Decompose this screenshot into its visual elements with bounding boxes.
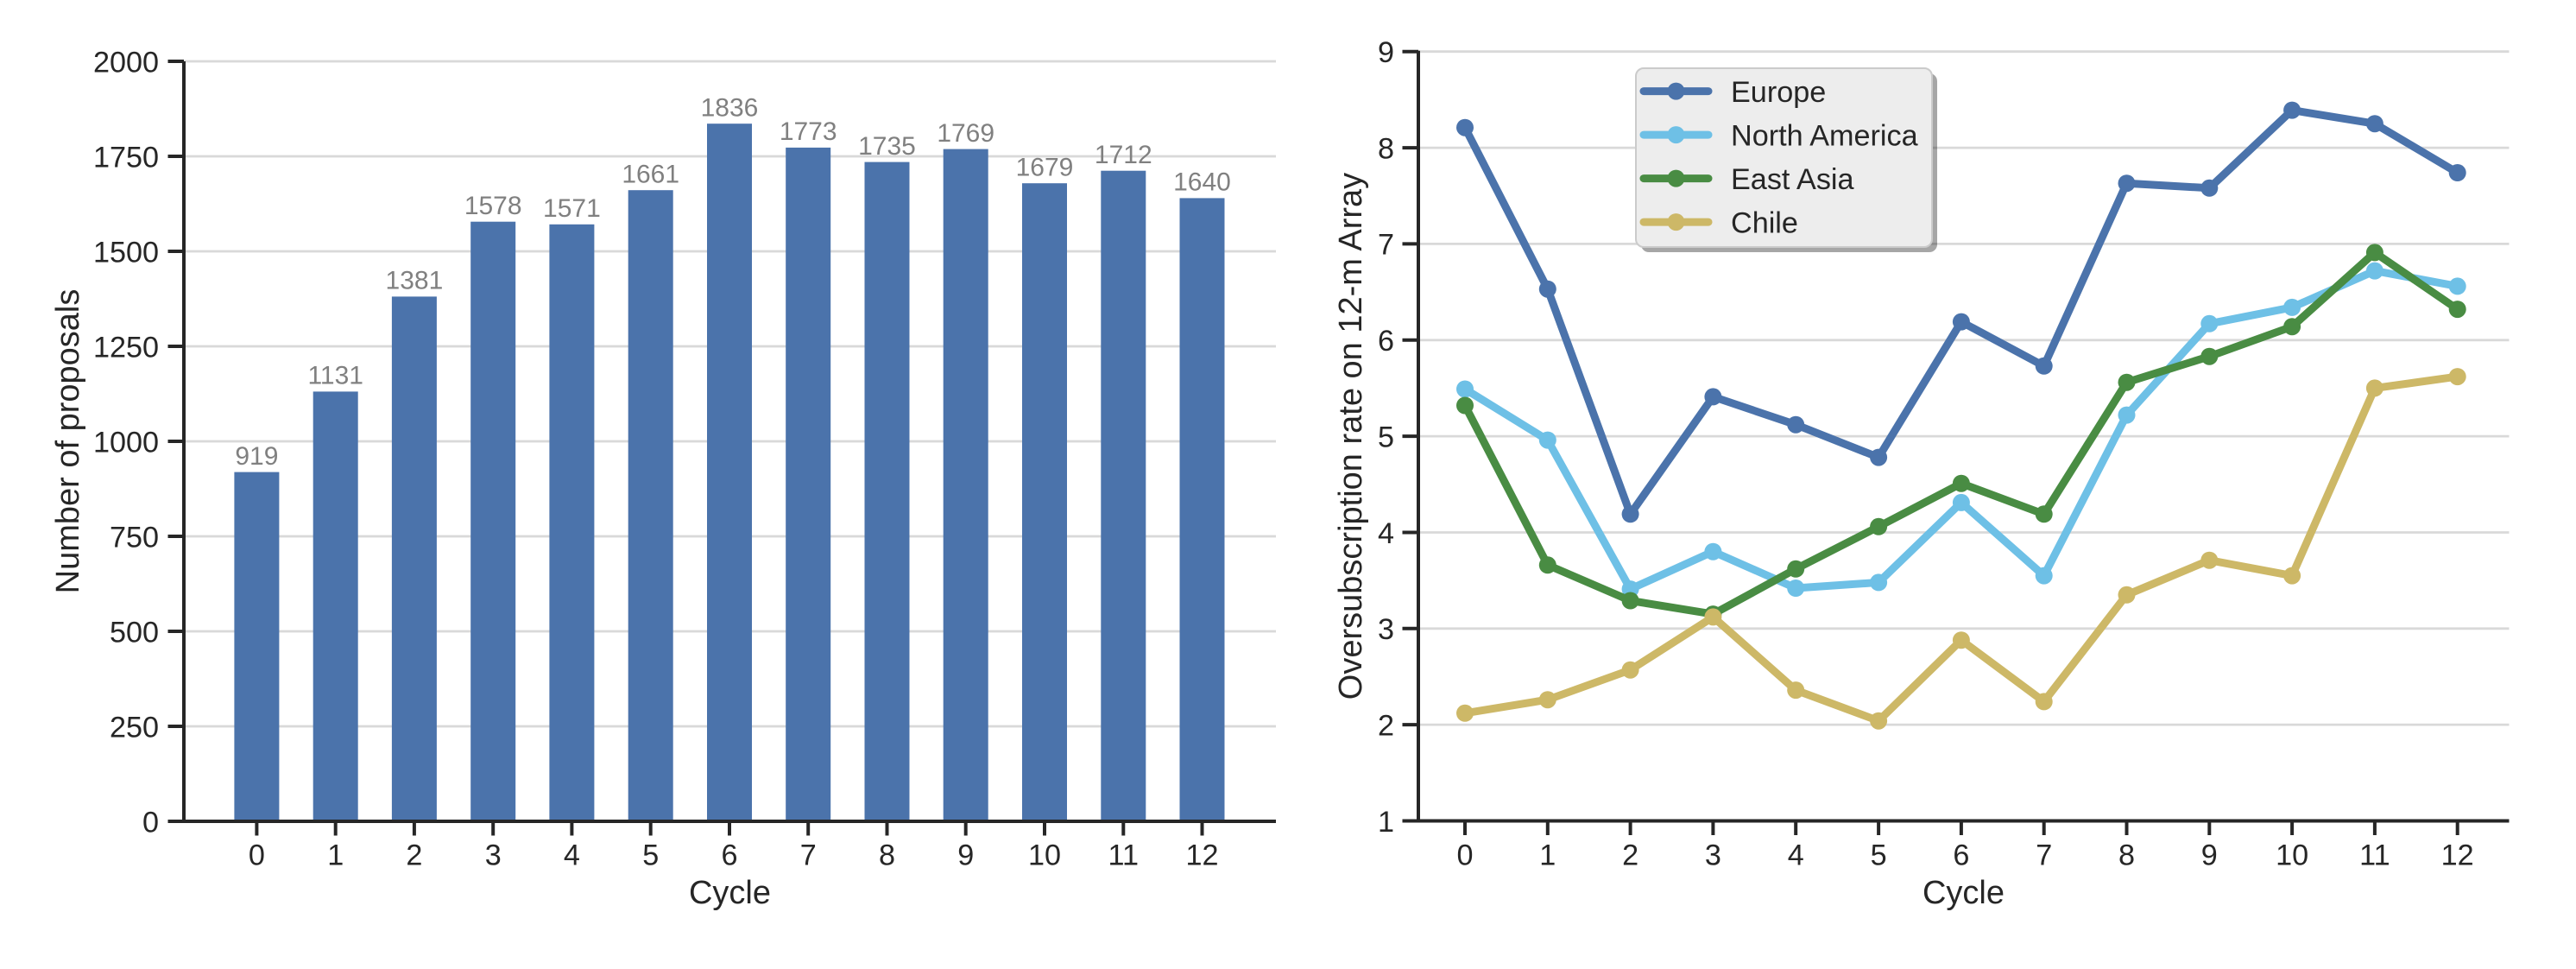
svg-text:1131: 1131 [307, 362, 363, 390]
svg-text:1250: 1250 [93, 331, 159, 364]
svg-text:12: 12 [1185, 839, 1218, 872]
svg-text:Europe: Europe [1731, 76, 1826, 109]
svg-text:6: 6 [721, 839, 737, 872]
svg-text:1735: 1735 [858, 132, 916, 161]
svg-text:11: 11 [2359, 839, 2390, 872]
svg-text:East Asia: East Asia [1731, 163, 1855, 196]
svg-text:750: 750 [110, 521, 159, 554]
svg-text:Cycle: Cycle [689, 875, 771, 911]
svg-text:2: 2 [1622, 839, 1638, 872]
svg-text:9: 9 [1378, 36, 1394, 69]
svg-text:11: 11 [1108, 839, 1140, 872]
svg-text:1: 1 [1378, 806, 1394, 839]
svg-text:Number of proposals: Number of proposals [50, 289, 86, 594]
svg-text:Cycle: Cycle [1923, 875, 2005, 911]
svg-text:1661: 1661 [622, 161, 679, 189]
svg-text:1679: 1679 [1016, 154, 1074, 182]
svg-text:1500: 1500 [93, 236, 159, 269]
svg-text:1712: 1712 [1095, 141, 1152, 169]
svg-text:1381: 1381 [386, 267, 444, 295]
svg-text:Chile: Chile [1731, 206, 1798, 239]
svg-text:4: 4 [564, 839, 580, 872]
svg-text:1: 1 [1539, 839, 1556, 872]
svg-text:1: 1 [327, 839, 344, 872]
svg-text:8: 8 [1378, 132, 1394, 165]
svg-text:0: 0 [1456, 839, 1473, 872]
svg-text:12: 12 [2441, 839, 2474, 872]
svg-text:1773: 1773 [780, 117, 837, 146]
svg-text:2: 2 [406, 839, 422, 872]
svg-text:7: 7 [2036, 839, 2052, 872]
svg-text:7: 7 [1378, 229, 1394, 262]
svg-text:3: 3 [485, 839, 502, 872]
svg-text:1640: 1640 [1173, 168, 1231, 197]
svg-text:5: 5 [642, 839, 659, 872]
svg-text:1769: 1769 [937, 119, 994, 148]
svg-text:3: 3 [1705, 839, 1721, 872]
svg-text:4: 4 [1788, 839, 1804, 872]
svg-text:10: 10 [1028, 839, 1061, 872]
svg-text:1000: 1000 [93, 426, 159, 459]
svg-text:10: 10 [2276, 839, 2308, 872]
svg-text:3: 3 [1378, 613, 1394, 646]
svg-text:1571: 1571 [543, 194, 601, 223]
svg-text:500: 500 [110, 616, 159, 649]
svg-text:5: 5 [1378, 421, 1394, 453]
svg-text:8: 8 [2118, 839, 2135, 872]
svg-text:1750: 1750 [93, 141, 159, 174]
svg-text:4: 4 [1378, 517, 1394, 550]
svg-text:0: 0 [249, 839, 265, 872]
svg-text:6: 6 [1378, 325, 1394, 358]
svg-text:919: 919 [235, 442, 278, 471]
svg-text:7: 7 [800, 839, 817, 872]
svg-text:0: 0 [142, 806, 159, 839]
svg-text:2000: 2000 [93, 46, 159, 79]
svg-text:250: 250 [110, 711, 159, 744]
svg-text:1836: 1836 [701, 94, 759, 123]
svg-text:8: 8 [879, 839, 895, 872]
svg-text:North America: North America [1731, 119, 1919, 152]
svg-text:5: 5 [1871, 839, 1887, 872]
svg-text:6: 6 [1953, 839, 1969, 872]
svg-text:9: 9 [2201, 839, 2218, 872]
svg-text:2: 2 [1378, 709, 1394, 742]
svg-text:1578: 1578 [464, 192, 522, 220]
svg-text:9: 9 [957, 839, 974, 872]
svg-text:Oversubscription rate on 12-m: Oversubscription rate on 12-m Array [1333, 173, 1369, 700]
